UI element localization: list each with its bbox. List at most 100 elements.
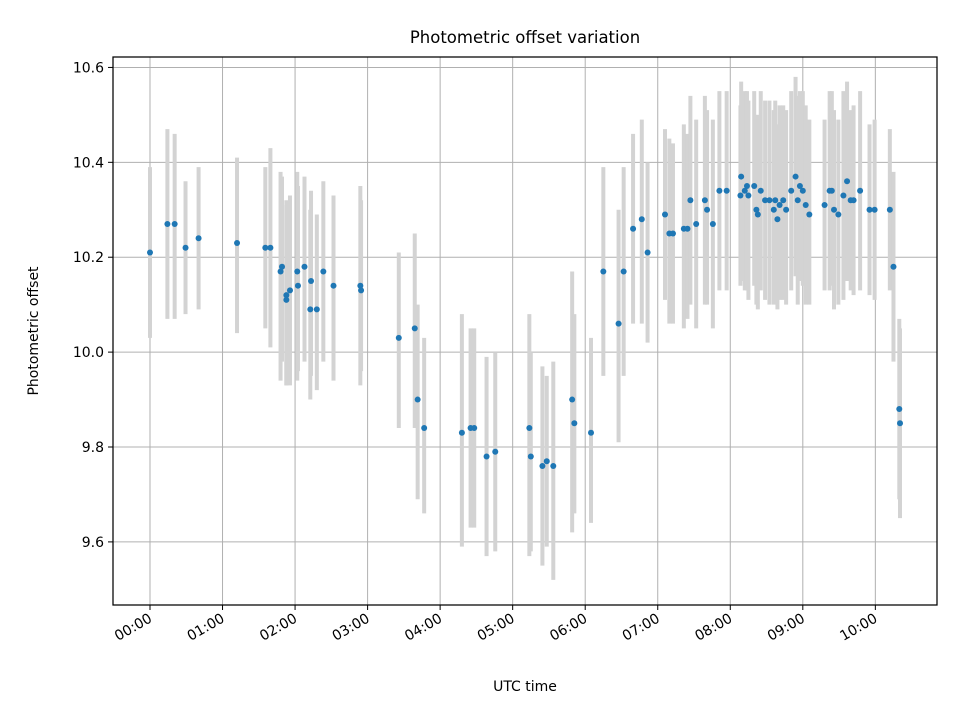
data-point [543,458,550,465]
data-point [741,187,748,194]
data-point [313,306,320,313]
data-point [757,187,764,194]
data-point [330,282,337,289]
data-point [723,187,730,194]
data-point [828,187,835,194]
data-point [684,225,691,232]
data-point [745,192,752,199]
data-point [766,197,773,204]
y-tick-label: 9.8 [82,440,104,456]
plot-area [112,56,938,606]
data-point [762,197,769,204]
y-tick-label: 9.6 [82,535,104,551]
data-point [866,206,873,213]
x-axis-label: UTC time [493,679,557,695]
data-point [794,197,801,204]
data-point [844,178,851,185]
data-point [458,429,465,436]
data-point [294,282,301,289]
data-point [358,287,365,294]
data-point [743,183,750,190]
data-point [164,221,171,228]
data-point [283,296,290,303]
data-point [527,453,534,460]
data-point [897,420,904,427]
data-point [840,192,847,199]
data-point [411,325,418,332]
data-point [669,230,676,237]
data-point [802,202,809,209]
data-point [320,268,327,275]
data-point [896,406,903,413]
data-point [414,396,421,403]
y-axis-label: Photometric offset [26,266,42,396]
data-point [886,206,893,213]
y-tick-label: 10.2 [73,250,104,266]
data-point [770,206,777,213]
data-point [738,173,745,180]
data-point [550,462,557,469]
data-point [788,187,795,194]
y-tick-label: 10.0 [73,345,104,361]
data-point [687,197,694,204]
data-point [806,211,813,218]
data-point [772,197,779,204]
data-point [588,429,595,436]
data-point [357,282,364,289]
data-point [857,187,864,194]
data-point [615,320,622,327]
data-point [171,221,178,228]
data-point [751,183,758,190]
y-tick-label: 10.6 [73,60,104,76]
data-point [693,221,700,228]
data-point [262,244,269,251]
data-point [704,206,711,213]
data-point [701,197,708,204]
data-point [799,187,806,194]
data-point [526,425,533,432]
data-point [182,244,189,251]
data-point [286,287,293,294]
data-point [792,173,799,180]
data-point [737,192,744,199]
data-point [753,206,760,213]
data-point [821,202,828,209]
data-point [796,183,803,190]
data-point [539,462,546,469]
data-point [831,206,837,213]
data-point [267,244,274,251]
data-point [783,206,790,213]
data-point [569,396,576,403]
point-layer [146,173,904,469]
data-point [850,197,857,204]
data-point [644,249,651,256]
data-point [661,211,668,218]
data-point [638,216,645,223]
data-point [780,197,787,204]
data-point [890,263,897,270]
data-point [308,277,315,284]
data-point [774,216,781,223]
data-point [630,225,637,232]
data-point [146,249,153,256]
axes-frame [112,56,938,606]
data-point [716,187,723,194]
data-point [395,334,402,341]
data-point [709,221,716,228]
data-point [421,425,428,432]
data-point [776,202,783,209]
data-point [307,306,314,313]
data-point [294,268,301,275]
y-tick-label: 10.4 [73,155,104,171]
data-point [277,268,284,275]
data-point [600,268,607,275]
data-point [283,292,290,299]
data-point [754,211,761,218]
chart-title: Photometric offset variation [410,28,640,47]
data-point [492,448,499,455]
data-point [195,235,202,242]
data-point [620,268,627,275]
grid-layer [113,57,937,605]
data-point [571,420,578,427]
